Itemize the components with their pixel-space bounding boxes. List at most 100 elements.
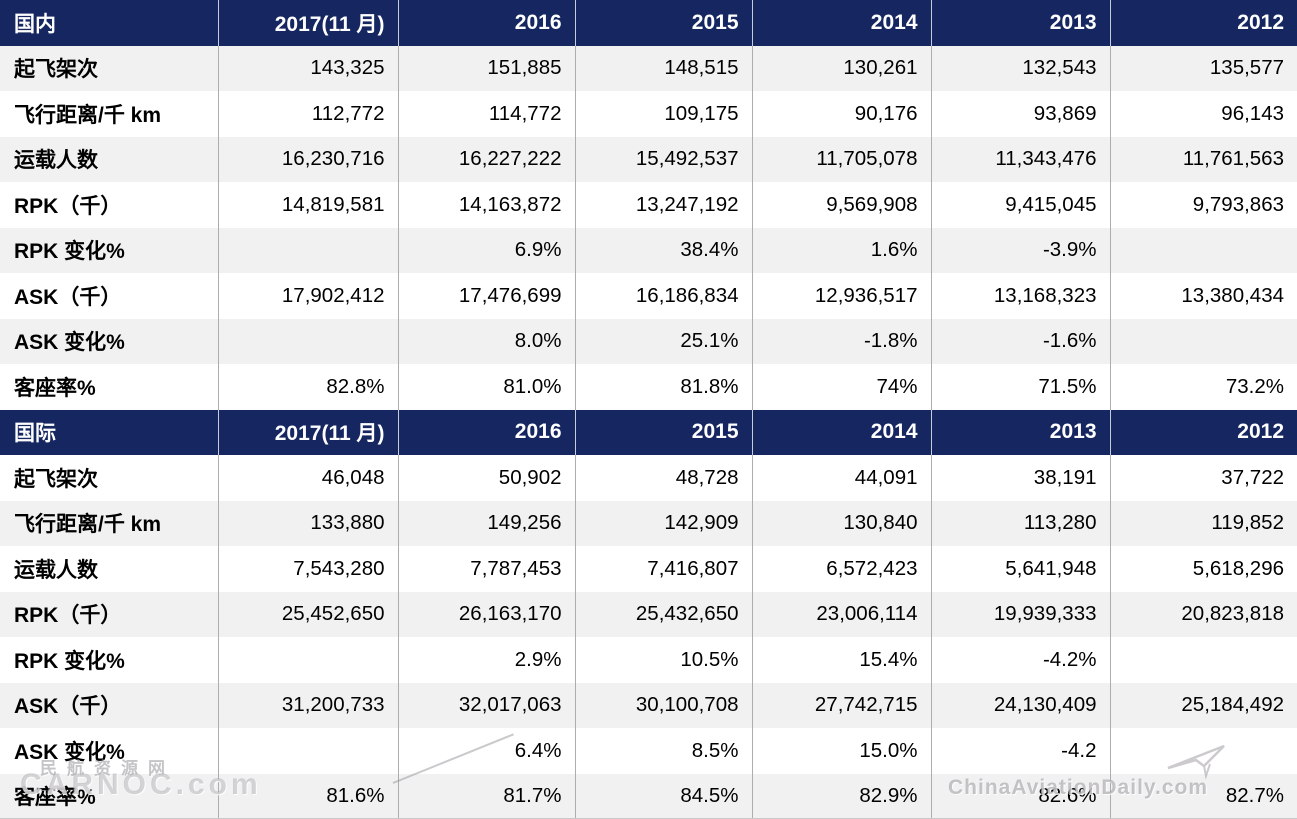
data-cell: 16,230,716 [218,136,399,182]
data-cell: 37,722 [1110,455,1297,501]
data-cell: 82.9% [752,773,932,819]
data-cell: 26,163,170 [398,591,576,637]
section-header-row: 国内 2017(11 月) 2016 2015 2014 2013 2012 [0,0,1297,46]
data-cell: 7,416,807 [575,546,753,592]
data-cell: 82.8% [218,364,399,410]
data-cell: 90,176 [752,91,932,137]
data-cell: 151,885 [398,45,576,91]
data-cell: 12,936,517 [752,273,932,319]
data-cell: 81.7% [398,773,576,819]
column-header: 2012 [1110,0,1297,46]
row-label: RPK 变化% [0,227,219,273]
row-label: RPK 变化% [0,637,219,683]
data-cell: -1.6% [931,318,1111,364]
data-cell: 15.4% [752,637,932,683]
data-cell: 1.6% [752,227,932,273]
data-cell: 17,476,699 [398,273,576,319]
data-cell [1110,227,1297,273]
data-cell: 25,184,492 [1110,682,1297,728]
row-label: 飞行距离/千 km [0,91,219,137]
data-cell [1110,728,1297,774]
section-title: 国际 [0,409,219,455]
data-cell: 6.4% [398,728,576,774]
data-cell: 113,280 [931,500,1111,546]
data-cell: 17,902,412 [218,273,399,319]
data-cell: 7,543,280 [218,546,399,592]
data-cell: 82.7% [1110,773,1297,819]
table-row: 飞行距离/千 km 133,880 149,256 142,909 130,840 113… [0,500,1297,546]
data-cell: 13,247,192 [575,182,753,228]
row-label: 运载人数 [0,136,219,182]
column-header: 2013 [931,409,1111,455]
data-cell: 132,543 [931,45,1111,91]
section-header-row: 国际 2017(11 月) 2016 2015 2014 2013 2012 [0,409,1297,455]
data-cell: 71.5% [931,364,1111,410]
row-label: 起飞架次 [0,45,219,91]
data-cell: 14,819,581 [218,182,399,228]
table-row: 客座率% 82.8% 81.0% 81.8% 74% 71.5% 73.2% [0,364,1297,410]
data-cell: 5,618,296 [1110,546,1297,592]
column-header: 2016 [398,409,576,455]
data-cell [218,637,399,683]
row-label: RPK（千） [0,182,219,228]
data-cell: 19,939,333 [931,591,1111,637]
table-row: RPK 变化% 6.9% 38.4% 1.6% -3.9% [0,227,1297,273]
data-cell: 8.5% [575,728,753,774]
row-label: ASK（千） [0,273,219,319]
data-cell: 130,261 [752,45,932,91]
data-cell: 11,705,078 [752,136,932,182]
data-cell: 50,902 [398,455,576,501]
row-label: 起飞架次 [0,455,219,501]
data-cell: 96,143 [1110,91,1297,137]
data-cell: 10.5% [575,637,753,683]
table-row: 客座率% 81.6% 81.7% 84.5% 82.9% 82.6% 82.7% [0,773,1297,819]
data-cell: 93,869 [931,91,1111,137]
table-row: RPK（千） 25,452,650 26,163,170 25,432,650 23,0… [0,591,1297,637]
data-cell: 15,492,537 [575,136,753,182]
data-cell: 11,343,476 [931,136,1111,182]
row-label: ASK 变化% [0,318,219,364]
data-cell: 142,909 [575,500,753,546]
row-label: 运载人数 [0,546,219,592]
section-title: 国内 [0,0,219,46]
data-cell [218,728,399,774]
data-cell: 135,577 [1110,45,1297,91]
data-cell: 143,325 [218,45,399,91]
data-cell: 81.8% [575,364,753,410]
column-header: 2015 [575,0,753,46]
data-cell [1110,318,1297,364]
data-cell: 38,191 [931,455,1111,501]
table-row: 飞行距离/千 km 112,772 114,772 109,175 90,176 93,8… [0,91,1297,137]
data-cell: 9,793,863 [1110,182,1297,228]
data-cell: 11,761,563 [1110,136,1297,182]
table-row: RPK（千） 14,819,581 14,163,872 13,247,192 9,56… [0,182,1297,228]
row-label: 客座率% [0,364,219,410]
data-cell: 25,452,650 [218,591,399,637]
data-cell: 2.9% [398,637,576,683]
table-row: 运载人数 16,230,716 16,227,222 15,492,537 11,705… [0,136,1297,182]
data-cell: 48,728 [575,455,753,501]
data-cell: 46,048 [218,455,399,501]
data-cell: 13,380,434 [1110,273,1297,319]
data-cell: 84.5% [575,773,753,819]
data-cell: -1.8% [752,318,932,364]
data-cell [218,227,399,273]
data-cell: 16,227,222 [398,136,576,182]
data-cell: 5,641,948 [931,546,1111,592]
column-header: 2016 [398,0,576,46]
table-row: RPK 变化% 2.9% 10.5% 15.4% -4.2% [0,637,1297,683]
data-cell: 9,415,045 [931,182,1111,228]
data-cell: 73.2% [1110,364,1297,410]
data-cell: 31,200,733 [218,682,399,728]
table-row: ASK 变化% 6.4% 8.5% 15.0% -4.2 [0,728,1297,774]
data-cell: 8.0% [398,318,576,364]
data-cell: 109,175 [575,91,753,137]
row-label: ASK 变化% [0,728,219,774]
row-label: 客座率% [0,773,219,819]
column-header: 2017(11 月) [218,0,399,46]
column-header: 2012 [1110,409,1297,455]
column-header: 2015 [575,409,753,455]
table-row: 起飞架次 46,048 50,902 48,728 44,091 38,191 37,722 [0,455,1297,501]
column-header: 2013 [931,0,1111,46]
row-label: RPK（千） [0,591,219,637]
